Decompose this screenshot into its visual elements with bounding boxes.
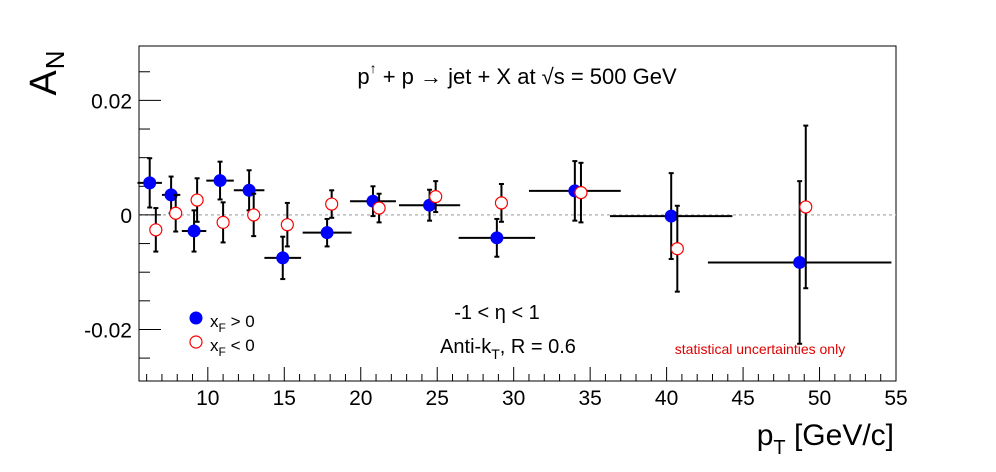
marker-xf-positive: [143, 176, 157, 190]
y-tick-label: 0: [120, 205, 132, 228]
marker-xf-negative: [799, 200, 813, 214]
data-point: [458, 217, 536, 258]
data-point: [137, 157, 162, 209]
marker-xf-negative: [372, 201, 386, 215]
legend-marker-xf-positive: [189, 311, 203, 325]
x-tick-label: 55: [884, 387, 907, 410]
marker-xf-negative: [149, 223, 163, 237]
uncertainty-note: statistical uncertainties only: [675, 341, 845, 357]
data-point: [670, 204, 684, 293]
legend-marker-xf-negative: [189, 335, 203, 349]
legend: xF > 0 xF < 0: [189, 311, 255, 359]
y-tick-label: -0.02: [84, 319, 132, 342]
marker-xf-positive: [320, 226, 334, 240]
y-axis-tick-labels: -0.02 0 0.02: [84, 90, 132, 342]
marker-xf-negative: [429, 190, 443, 204]
marker-xf-positive: [187, 224, 201, 238]
data-point: [429, 180, 443, 214]
marker-xf-positive: [793, 255, 807, 269]
data-point: [350, 185, 396, 218]
data-point: [233, 169, 265, 212]
x-tick-label: 45: [731, 387, 754, 410]
marker-xf-positive: [664, 209, 678, 223]
y-tick-label: 0.02: [91, 90, 132, 113]
data-point: [280, 201, 294, 248]
data-point: [372, 192, 386, 224]
data-point: [494, 183, 509, 223]
marker-xf-negative: [670, 242, 684, 256]
data-point: [169, 193, 183, 233]
data-point: [216, 201, 230, 244]
y-axis-ticks: [139, 71, 161, 359]
legend-label-xf-negative: xF < 0: [210, 336, 255, 359]
data-point: [610, 172, 733, 261]
x-tick-label: 50: [808, 387, 831, 410]
x-axis-ticks: [146, 367, 897, 381]
marker-xf-positive: [490, 231, 504, 245]
marker-xf-negative: [574, 185, 588, 200]
marker-xf-negative: [247, 208, 261, 222]
series-xf-negative: [149, 124, 813, 293]
x-tick-label: 25: [426, 387, 449, 410]
y-axis-label: AN: [23, 50, 70, 95]
marker-xf-positive: [276, 251, 290, 265]
x-axis-label: pT [GeV/c]: [757, 419, 894, 459]
marker-xf-negative: [169, 206, 183, 220]
x-tick-label: 40: [655, 387, 678, 410]
data-point: [574, 161, 588, 224]
data-point: [247, 192, 261, 238]
x-tick-label: 10: [196, 387, 219, 410]
marker-xf-negative: [280, 218, 294, 232]
jet-algorithm-label: Anti-kT, R = 0.6: [440, 336, 576, 362]
marker-xf-negative: [325, 197, 339, 211]
x-tick-label: 35: [578, 387, 601, 410]
x-tick-label: 30: [502, 387, 525, 410]
data-point: [799, 124, 813, 290]
x-axis-tick-labels: 10 15 20 25 30 35 40 45 50 55: [196, 387, 908, 410]
eta-range-label: -1 < η < 1: [454, 302, 540, 324]
data-point: [264, 235, 302, 281]
data-point: [149, 207, 163, 253]
x-tick-label: 15: [273, 387, 296, 410]
legend-label-xf-positive: xF > 0: [210, 312, 255, 335]
data-point: [302, 217, 352, 248]
plot-frame: [138, 45, 897, 382]
marker-xf-negative: [216, 215, 230, 229]
chart-title: p↑ + p → jet + X at √s = 500 GeV: [357, 60, 677, 89]
data-point: [181, 209, 207, 253]
x-tick-label: 20: [349, 387, 372, 410]
data-point: [206, 160, 234, 201]
marker-xf-positive: [164, 188, 178, 202]
data-point: [190, 177, 204, 223]
marker-xf-negative: [190, 193, 204, 207]
marker-xf-positive: [213, 174, 227, 188]
marker-xf-negative: [494, 196, 509, 210]
data-point: [325, 189, 339, 219]
